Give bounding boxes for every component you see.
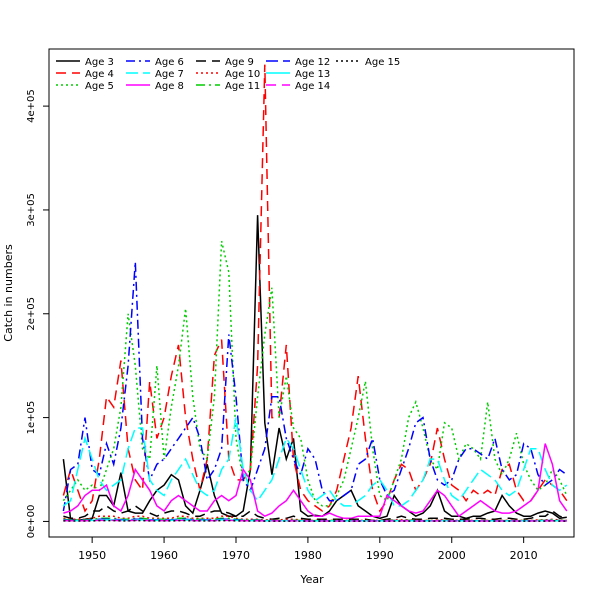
legend-label-age-10: Age 10 [225, 69, 260, 80]
legend-label-age-11: Age 11 [225, 81, 260, 92]
series-line-age-8 [63, 443, 568, 520]
series-line-age-3 [62, 215, 567, 522]
x-tick-label: 2010 [510, 549, 538, 562]
legend-label-age-5: Age 5 [85, 81, 114, 92]
x-axis-label: Year [299, 573, 324, 586]
legend-label-age-14: Age 14 [295, 81, 330, 92]
series-line-age-7 [62, 417, 568, 507]
x-tick-label: 1980 [294, 549, 322, 562]
x-axis: 1950 1960 1970 1980 1990 2000 2010 [78, 536, 538, 562]
series-line-age-4 [62, 64, 568, 513]
y-tick-label: 3e+05 [26, 193, 37, 227]
legend-label-age-15: Age 15 [365, 57, 400, 68]
y-tick-label: 1e+05 [26, 401, 37, 435]
legend-label-age-7: Age 7 [155, 69, 184, 80]
y-tick-label: 4e+05 [26, 89, 37, 123]
legend-label-age-8: Age 8 [155, 81, 184, 92]
y-axis: 0e+00 1e+05 2e+05 3e+05 4e+05 [26, 89, 50, 539]
legend-label-age-4: Age 4 [85, 69, 114, 80]
legend-label-age-13: Age 13 [295, 69, 330, 80]
series-layer [62, 64, 568, 522]
series-line-age-14 [63, 519, 567, 522]
legend-label-age-3: Age 3 [85, 57, 114, 68]
legend-label-age-9: Age 9 [225, 57, 254, 68]
legend-label-age-12: Age 12 [295, 57, 330, 68]
x-tick-label: 2000 [438, 549, 466, 562]
x-tick-label: 1960 [150, 549, 178, 562]
x-tick-label: 1990 [366, 549, 394, 562]
y-tick-label: 0e+00 [26, 505, 37, 539]
series-line-age-15 [63, 519, 567, 522]
legend-label-age-6: Age 6 [155, 57, 184, 68]
x-tick-label: 1950 [78, 549, 106, 562]
y-axis-label: Catch in numbers [2, 244, 15, 342]
x-tick-label: 1970 [222, 549, 250, 562]
series-line-age-9 [63, 504, 568, 522]
series-line-age-10 [63, 515, 567, 522]
y-tick-label: 2e+05 [26, 297, 37, 331]
